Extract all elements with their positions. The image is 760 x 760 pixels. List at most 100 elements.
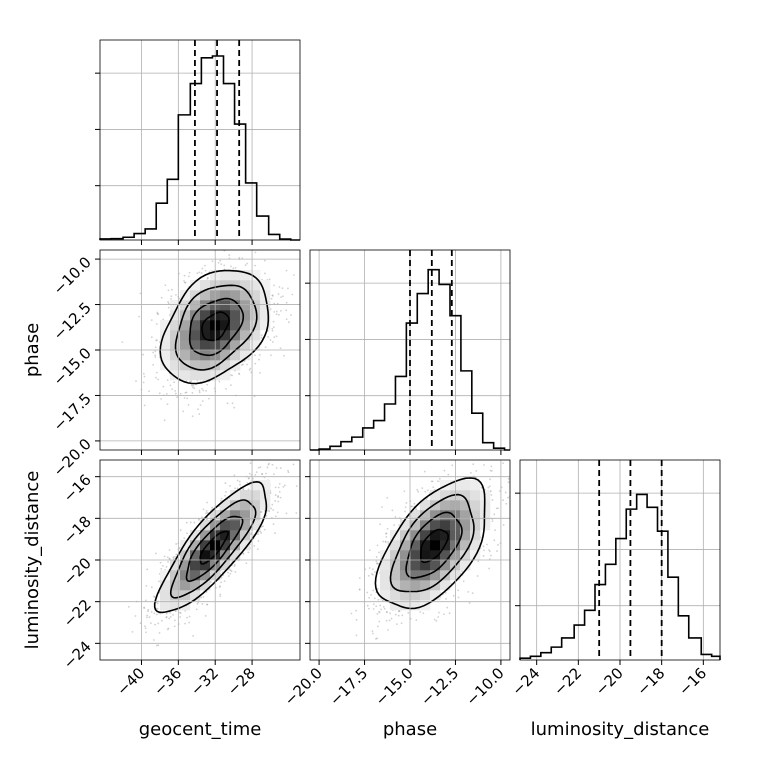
density-cell <box>180 340 191 351</box>
scatter-point <box>379 523 382 526</box>
panel-frame-0-0 <box>99 39 301 241</box>
density-cell <box>170 580 181 591</box>
scatter-point <box>447 473 450 476</box>
scatter-point <box>146 616 148 619</box>
scatter-point <box>165 612 168 615</box>
scatter-point <box>383 607 386 610</box>
density-cell <box>190 590 201 601</box>
scatter-point <box>287 321 290 324</box>
scatter-point <box>358 588 361 591</box>
scatter-point <box>239 483 241 486</box>
scatter-point <box>469 471 472 474</box>
scatter-point <box>278 482 281 485</box>
scatter-point <box>265 472 267 475</box>
scatter-point <box>205 390 207 392</box>
scatter-point <box>206 501 208 504</box>
density-cell <box>170 600 181 611</box>
scatter-point <box>480 486 483 489</box>
scatter-point <box>355 634 358 637</box>
scatter-point <box>507 496 509 499</box>
scatter-point <box>384 541 387 544</box>
density-cell <box>200 570 211 581</box>
scatter-point <box>259 466 262 468</box>
scatter-point <box>350 612 353 615</box>
density-cell <box>170 310 181 321</box>
scatter-point <box>175 553 178 556</box>
scatter-point <box>154 552 157 555</box>
scatter-point <box>264 272 266 275</box>
density-cell <box>240 270 251 281</box>
density-cell <box>220 530 231 541</box>
scatter-point <box>259 530 262 533</box>
density-cell <box>220 560 231 571</box>
scatter-point <box>291 293 294 296</box>
scatter-point <box>175 293 177 296</box>
scatter-point <box>426 489 429 492</box>
scatter-point <box>224 494 226 497</box>
density-cell <box>220 520 231 531</box>
scatter-point <box>246 262 249 265</box>
scatter-point <box>204 615 207 617</box>
scatter-point <box>234 570 237 573</box>
scatter-point <box>248 472 251 475</box>
scatter-point <box>205 510 208 512</box>
scatter-point <box>371 632 374 635</box>
scatter-point <box>228 575 230 577</box>
density-cell <box>220 320 231 331</box>
scatter-point <box>211 260 214 263</box>
scatter-point <box>287 469 289 472</box>
density-cell <box>220 360 231 371</box>
scatter-point <box>148 390 150 393</box>
scatter-point <box>173 625 176 628</box>
scatter-point <box>154 350 157 353</box>
scatter-point <box>203 264 206 267</box>
scatter-point <box>387 629 390 631</box>
scatter-point <box>257 540 260 542</box>
density-cell <box>240 340 251 351</box>
scatter-point <box>493 539 496 542</box>
density-cell <box>220 340 231 351</box>
scatter-point <box>142 372 145 375</box>
scatter-point <box>373 597 376 600</box>
scatter-point <box>166 379 169 382</box>
scatter-point <box>155 376 157 379</box>
scatter-point <box>276 496 279 498</box>
scatter-point <box>375 637 377 640</box>
density-cell <box>180 560 191 571</box>
scatter-point <box>277 486 280 489</box>
scatter-point <box>179 612 182 615</box>
scatter-point <box>277 495 280 497</box>
scatter-point <box>277 293 280 295</box>
scatter-point <box>381 506 383 508</box>
scatter-point <box>169 616 172 618</box>
density-cell <box>170 570 181 581</box>
scatter-point <box>165 616 168 619</box>
scatter-point <box>135 380 137 383</box>
scatter-point <box>190 380 193 382</box>
scatter-point <box>278 490 281 493</box>
scatter-point <box>261 473 264 475</box>
histogram-luminosity-distance <box>519 493 721 660</box>
scatter-point <box>238 480 241 483</box>
scatter-point <box>225 387 227 390</box>
scatter-point <box>155 613 158 616</box>
scatter-point <box>268 462 270 465</box>
scatter-point <box>271 463 274 466</box>
scatter-point <box>488 550 491 553</box>
scatter-point <box>451 464 454 467</box>
scatter-point <box>230 265 232 268</box>
scatter-point <box>276 302 279 305</box>
scatter-point <box>266 466 269 469</box>
scatter-point <box>242 488 245 491</box>
density-cell <box>180 580 191 591</box>
scatter-point <box>293 274 295 276</box>
scatter-point <box>371 568 374 571</box>
scatter-point <box>250 533 253 536</box>
scatter-point <box>272 326 275 329</box>
density-cell <box>160 580 171 591</box>
density-cell <box>220 370 231 381</box>
scatter-point <box>187 403 190 406</box>
scatter-point <box>260 525 263 528</box>
scatter-point <box>154 356 157 358</box>
scatter-point <box>368 607 370 610</box>
